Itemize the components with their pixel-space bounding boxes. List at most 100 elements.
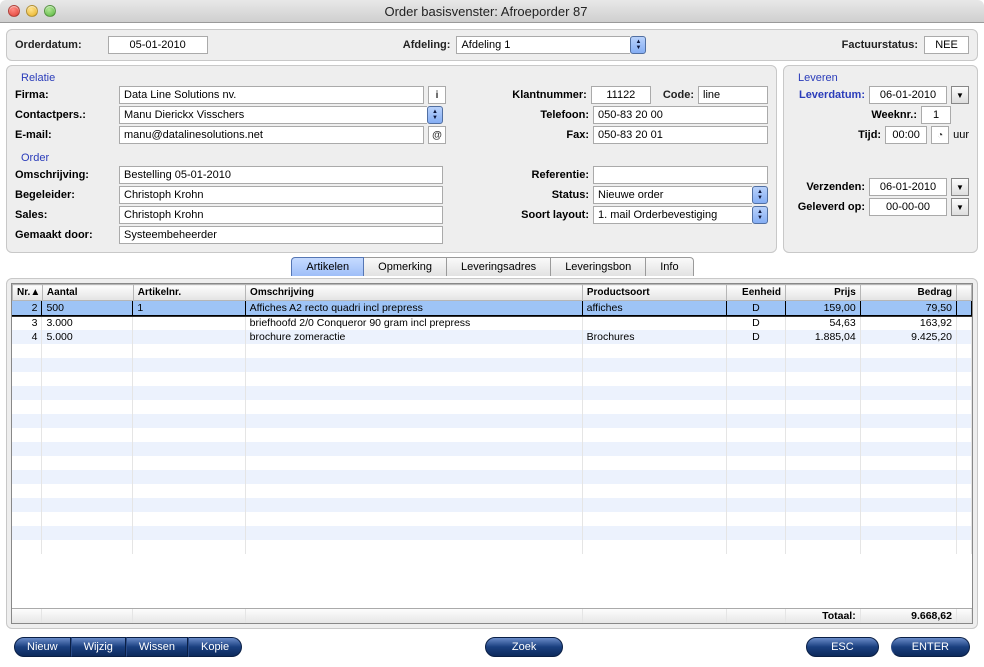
- table-row[interactable]: 25001Affiches A2 recto quadri incl prepr…: [12, 301, 972, 316]
- code-label: Code:: [663, 89, 694, 101]
- tijd-input[interactable]: [885, 126, 927, 144]
- chevron-updown-icon: ▲▼: [427, 106, 443, 124]
- totaal-value: 9.668,62: [860, 609, 956, 623]
- tab-artikelen[interactable]: Artikelen: [291, 257, 364, 276]
- col-header-prijs[interactable]: Prijs: [785, 285, 860, 301]
- button-bar: Nieuw Wijzig Wissen Kopie Zoek ESC ENTER: [6, 633, 978, 661]
- leverdatum-label: Leverdatum:: [792, 89, 865, 101]
- table-row[interactable]: [12, 358, 972, 372]
- clock-icon[interactable]: ◔: [931, 126, 949, 144]
- table-row[interactable]: [12, 456, 972, 470]
- totaal-label: Totaal:: [785, 609, 860, 623]
- col-header-bedrag[interactable]: Bedrag: [860, 285, 956, 301]
- minimize-icon[interactable]: [26, 5, 38, 17]
- table-row[interactable]: [12, 526, 972, 540]
- leveren-panel: Leveren Leverdatum: ▼ Weeknr.: Tijd: ◔ u…: [783, 65, 978, 253]
- afdeling-select[interactable]: ▲▼: [456, 36, 646, 54]
- tab-leveringsadres[interactable]: Leveringsadres: [446, 257, 551, 276]
- header-panel: Orderdatum: Afdeling: ▲▼ Factuurstatus:: [6, 29, 978, 61]
- zoek-button[interactable]: Zoek: [485, 637, 563, 657]
- relatie-section-label: Relatie: [21, 72, 768, 84]
- sales-input[interactable]: [119, 206, 443, 224]
- table-row[interactable]: [12, 414, 972, 428]
- table-row[interactable]: [12, 400, 972, 414]
- status-label: Status:: [499, 189, 589, 201]
- table-row[interactable]: [12, 512, 972, 526]
- at-icon[interactable]: @: [428, 126, 446, 144]
- verzenden-input[interactable]: [869, 178, 947, 196]
- table-row[interactable]: [12, 540, 972, 554]
- col-header-scroll[interactable]: [956, 285, 971, 301]
- soort-label: Soort layout:: [499, 209, 589, 221]
- gemaakt-input[interactable]: [119, 226, 443, 244]
- wissen-button[interactable]: Wissen: [126, 637, 188, 657]
- enter-button[interactable]: ENTER: [891, 637, 970, 657]
- table-row[interactable]: [12, 470, 972, 484]
- afdeling-label: Afdeling:: [403, 39, 451, 51]
- table-row[interactable]: [12, 498, 972, 512]
- soort-select[interactable]: ▲▼: [593, 206, 768, 224]
- col-header-aantal[interactable]: Aantal: [42, 285, 133, 301]
- window-title: Order basisvenster: Afroeporder 87: [56, 4, 976, 19]
- fax-input[interactable]: [593, 126, 768, 144]
- chevron-updown-icon: ▲▼: [752, 186, 768, 204]
- contact-select[interactable]: ▲▼: [119, 106, 443, 124]
- tel-input[interactable]: [593, 106, 768, 124]
- chevron-down-icon[interactable]: ▼: [951, 178, 969, 196]
- factuurstatus-label: Factuurstatus:: [842, 39, 918, 51]
- geleverd-input[interactable]: [869, 198, 947, 216]
- orderdatum-label: Orderdatum:: [15, 39, 82, 51]
- zoom-icon[interactable]: [44, 5, 56, 17]
- chevron-down-icon[interactable]: ▼: [951, 198, 969, 216]
- status-select[interactable]: ▲▼: [593, 186, 768, 204]
- chevron-updown-icon: ▲▼: [752, 206, 768, 224]
- col-header-omschrijving[interactable]: Omschrijving: [246, 285, 583, 301]
- close-icon[interactable]: [8, 5, 20, 17]
- artikelen-panel: Nr.▲AantalArtikelnr.OmschrijvingProducts…: [6, 278, 978, 629]
- referentie-input[interactable]: [593, 166, 768, 184]
- window-titlebar: Order basisvenster: Afroeporder 87: [0, 0, 984, 23]
- table-row[interactable]: [12, 372, 972, 386]
- klantnr-input[interactable]: [591, 86, 651, 104]
- firma-input[interactable]: [119, 86, 424, 104]
- begeleider-label: Begeleider:: [15, 189, 115, 201]
- code-input[interactable]: [698, 86, 768, 104]
- tel-label: Telefoon:: [499, 109, 589, 121]
- esc-button[interactable]: ESC: [806, 637, 879, 657]
- col-header-nr[interactable]: Nr.▲: [13, 285, 43, 301]
- tab-leveringsbon[interactable]: Leveringsbon: [550, 257, 646, 276]
- col-header-artikelnr[interactable]: Artikelnr.: [133, 285, 245, 301]
- weeknr-input[interactable]: [921, 106, 951, 124]
- factuurstatus-value: [924, 36, 969, 54]
- orderdatum-input[interactable]: [108, 36, 208, 54]
- geleverd-label: Geleverd op:: [792, 201, 865, 213]
- table-row[interactable]: [12, 484, 972, 498]
- kopie-button[interactable]: Kopie: [188, 637, 242, 657]
- table-row[interactable]: [12, 344, 972, 358]
- omschrijving-label: Omschrijving:: [15, 169, 115, 181]
- leverdatum-input[interactable]: [869, 86, 947, 104]
- weeknr-label: Weeknr.:: [792, 109, 917, 121]
- omschrijving-input[interactable]: [119, 166, 443, 184]
- table-row[interactable]: [12, 386, 972, 400]
- table-row[interactable]: [12, 442, 972, 456]
- artikelen-grid[interactable]: Nr.▲AantalArtikelnr.OmschrijvingProducts…: [11, 283, 973, 624]
- gemaakt-label: Gemaakt door:: [15, 229, 115, 241]
- chevron-down-icon[interactable]: ▼: [951, 86, 969, 104]
- verzenden-label: Verzenden:: [792, 181, 865, 193]
- nieuw-button[interactable]: Nieuw: [14, 637, 71, 657]
- col-header-eenheid[interactable]: Eenheid: [727, 285, 786, 301]
- col-header-productsoort[interactable]: Productsoort: [582, 285, 726, 301]
- tab-info[interactable]: Info: [645, 257, 693, 276]
- email-input[interactable]: [119, 126, 424, 144]
- begeleider-input[interactable]: [119, 186, 443, 204]
- info-icon[interactable]: i: [428, 86, 446, 104]
- table-row[interactable]: 33.000briefhoofd 2/0 Conqueror 90 gram i…: [12, 316, 972, 331]
- tab-opmerking[interactable]: Opmerking: [363, 257, 447, 276]
- table-row[interactable]: [12, 428, 972, 442]
- referentie-label: Referentie:: [499, 169, 589, 181]
- wijzig-button[interactable]: Wijzig: [71, 637, 126, 657]
- chevron-updown-icon: ▲▼: [630, 36, 646, 54]
- tijd-suffix: uur: [953, 129, 969, 141]
- table-row[interactable]: 45.000brochure zomeractieBrochuresD1.885…: [12, 330, 972, 344]
